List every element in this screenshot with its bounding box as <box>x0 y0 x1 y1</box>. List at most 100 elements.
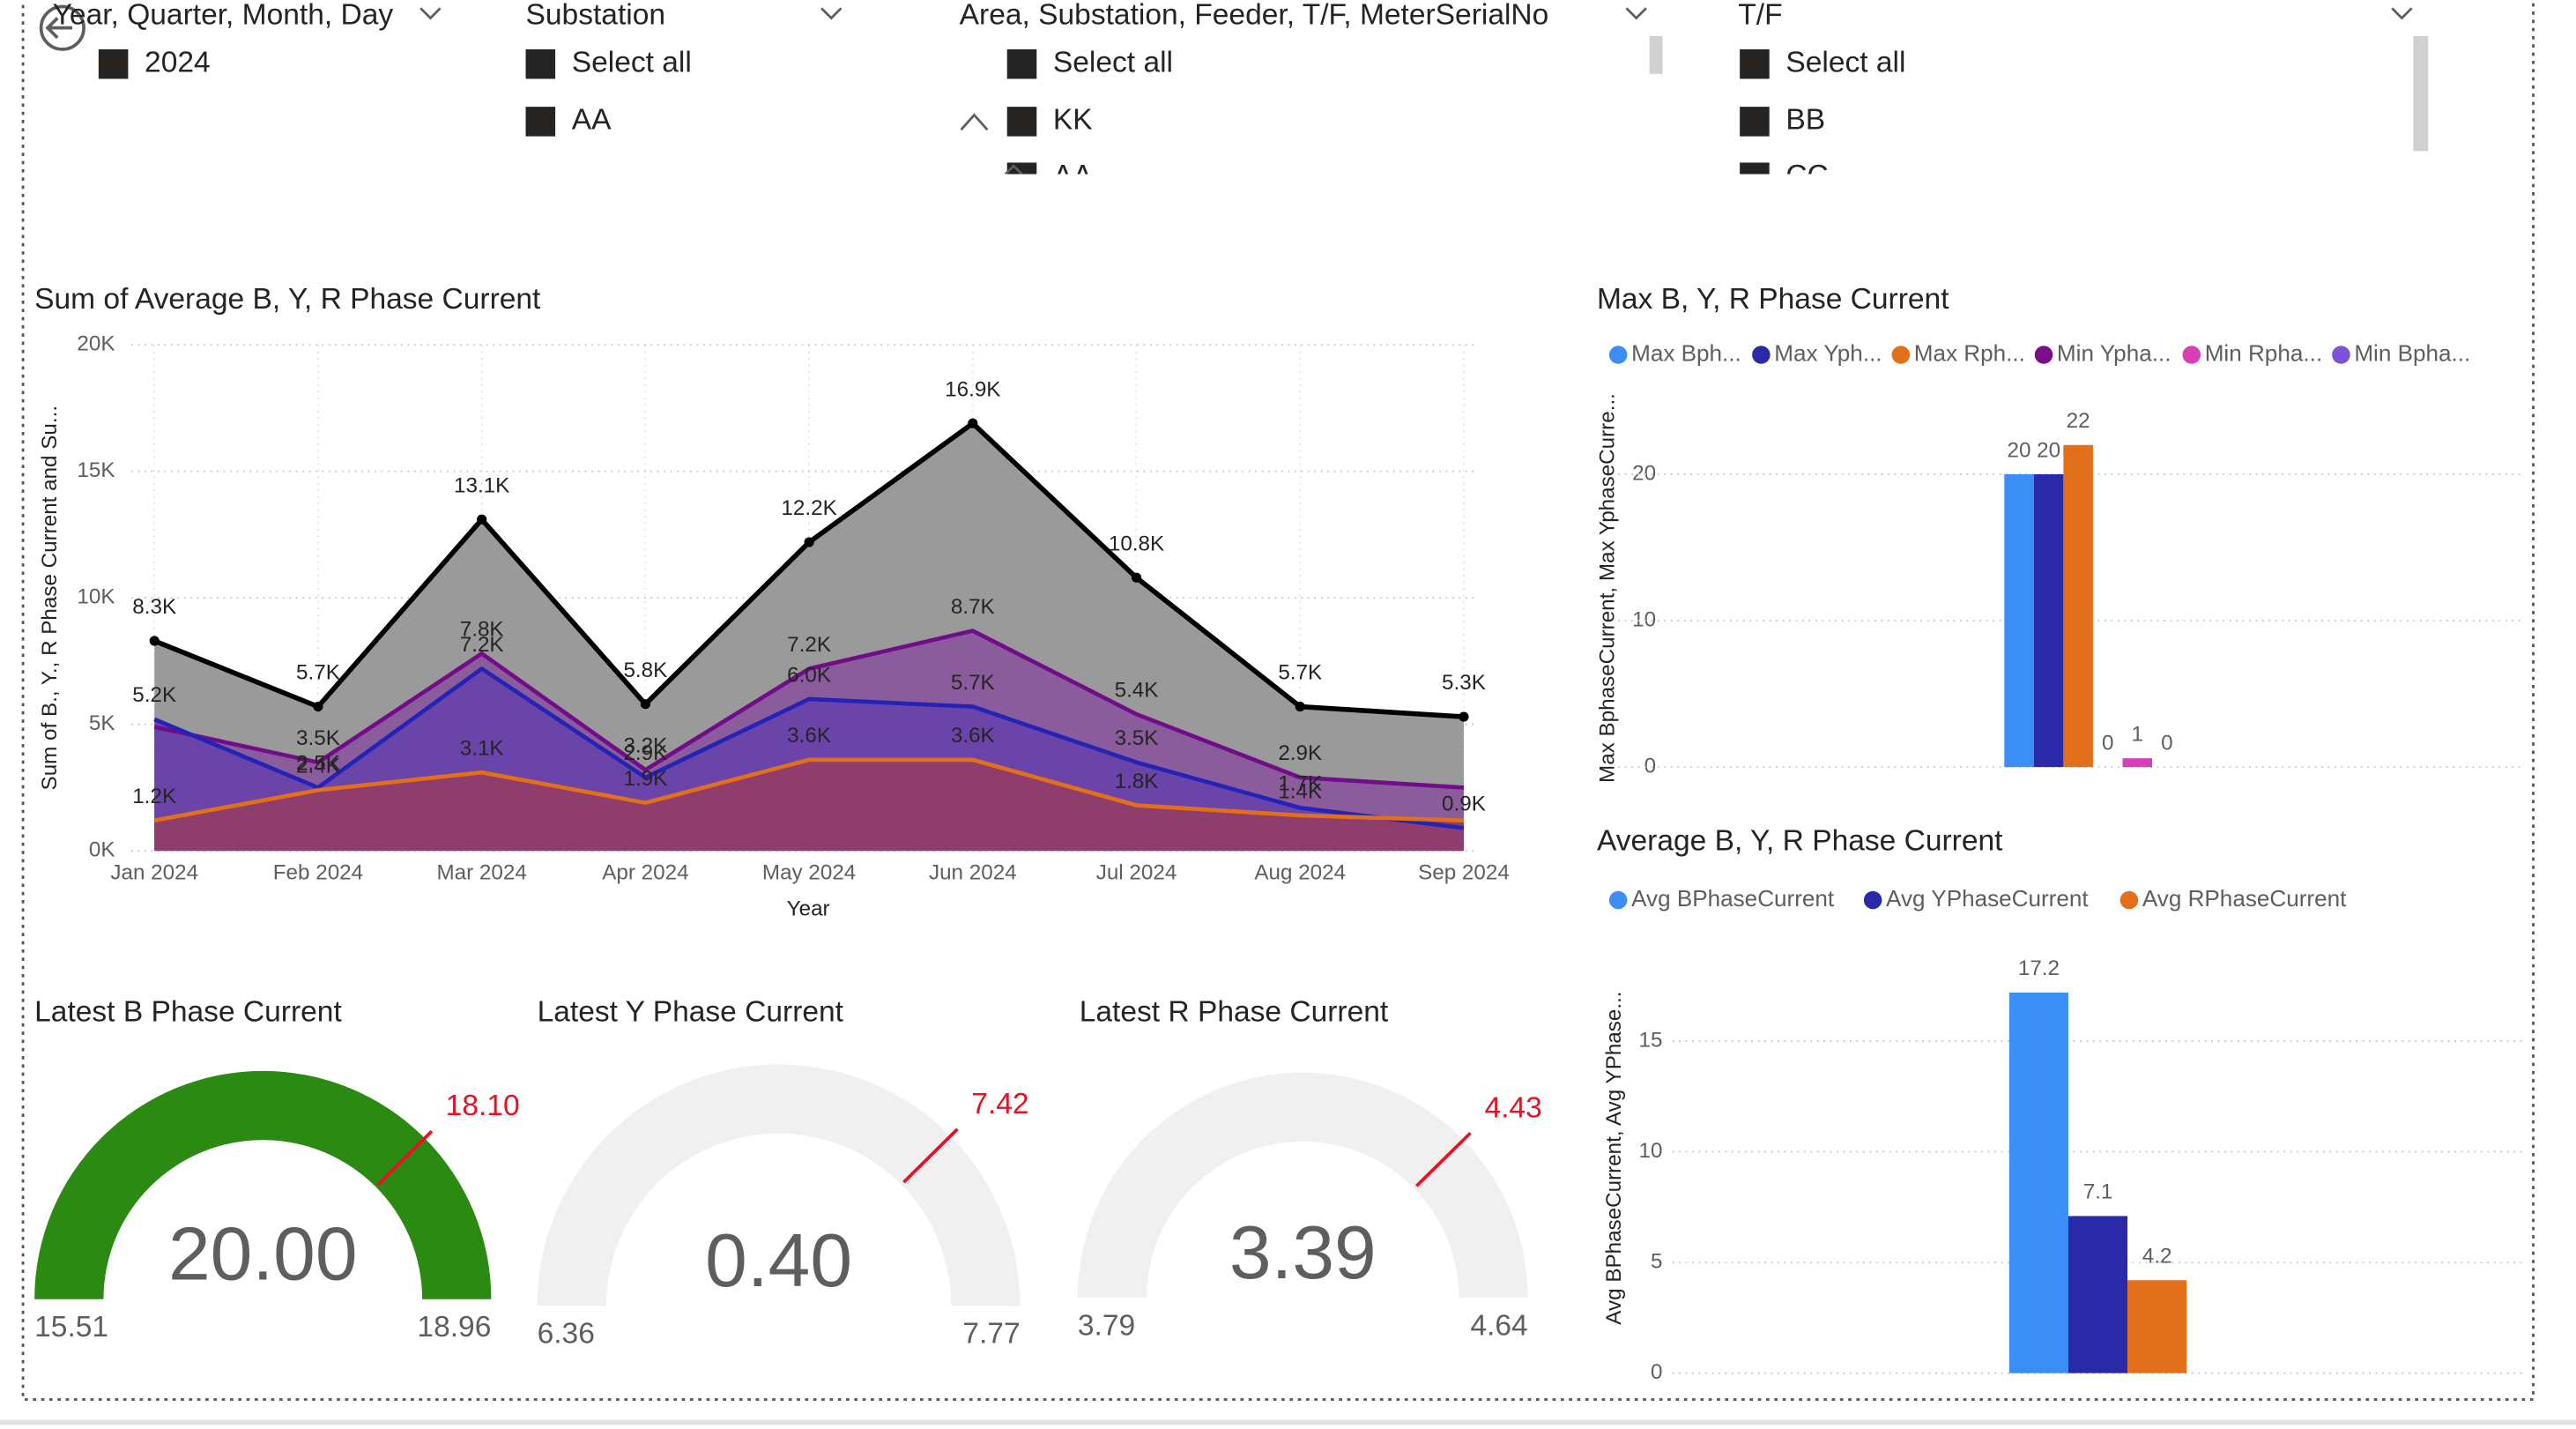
legend-marker <box>2034 346 2053 364</box>
data-label: 1.9K <box>623 767 667 791</box>
data-label: 0 <box>2102 731 2113 755</box>
series-line <box>153 629 1465 790</box>
data-label: 1.7K <box>1278 772 1322 796</box>
expand-chevron[interactable] <box>1004 164 1023 175</box>
slicer-dropdown[interactable] <box>820 7 843 20</box>
checkbox[interactable] <box>1740 107 1770 137</box>
checkbox[interactable] <box>525 48 556 79</box>
data-label: 17.2 <box>2018 956 2060 980</box>
x-tick-label: Apr 2024 <box>602 861 688 885</box>
slicer-item[interactable]: CC <box>1785 160 1828 192</box>
checkbox[interactable] <box>1006 48 1037 79</box>
data-label: 2.9K <box>623 741 667 765</box>
y-tick-label: 20K <box>77 332 115 356</box>
data-label: 7.8K <box>460 618 504 642</box>
data-label: 3.6K <box>951 724 995 748</box>
chart-title: Average B, Y, R Phase Current <box>1597 825 2003 858</box>
slicer-item[interactable]: Select all <box>1053 47 1173 79</box>
data-label: 1 <box>2132 722 2143 746</box>
checkbox[interactable] <box>1006 107 1037 137</box>
y-tick-label: 5 <box>1651 1250 1662 1274</box>
slicer-item[interactable]: AA <box>572 104 612 137</box>
y-tick-label: 10 <box>1632 607 1656 631</box>
gauge-value-arc <box>34 1070 492 1299</box>
legend-label: Avg RPhaseCurrent <box>2142 885 2347 912</box>
data-point <box>1459 711 1469 722</box>
data-label: 8.3K <box>132 595 176 619</box>
slicer-item[interactable]: AA <box>1053 160 1093 192</box>
chart-title: Max B, Y, R Phase Current <box>1597 283 1949 316</box>
checkbox[interactable] <box>1740 48 1770 79</box>
data-label: 3.1K <box>460 737 504 761</box>
slicer-item[interactable]: 2024 <box>145 47 211 79</box>
y-tick-label: 0 <box>1644 755 1656 778</box>
data-label: 3.6K <box>787 724 831 748</box>
gauge-target-label: 7.42 <box>971 1088 1028 1120</box>
scrollbar[interactable] <box>2413 35 2429 152</box>
slicer-item[interactable]: KK <box>1053 104 1093 137</box>
legend-marker <box>1752 346 1771 364</box>
slicer-dropdown[interactable] <box>2391 7 2413 20</box>
bar <box>2067 1216 2128 1373</box>
legend-label: Max Bph... <box>1631 339 1741 366</box>
data-label: 2.4K <box>296 755 340 778</box>
gauge-min: 15.51 <box>34 1311 108 1343</box>
legend-marker <box>2119 890 2139 910</box>
expand-chevron[interactable] <box>960 113 989 131</box>
checkbox[interactable] <box>1740 162 1770 192</box>
data-label: 0.9K <box>1442 793 1486 816</box>
data-label: 10.8K <box>1109 532 1164 555</box>
x-tick-label: Feb 2024 <box>273 861 363 885</box>
x-tick-label: May 2024 <box>762 861 856 885</box>
back-button[interactable] <box>39 4 85 51</box>
data-label: 1.8K <box>1115 770 1159 793</box>
slicer-dropdown[interactable] <box>419 7 442 20</box>
data-label: 6.0K <box>787 663 831 687</box>
gauge-target <box>376 1129 434 1186</box>
gauge-min: 3.79 <box>1078 1309 1135 1342</box>
data-label: 22 <box>2067 409 2090 433</box>
y-tick-label: 10 <box>1639 1139 1663 1163</box>
x-tick-label: Aug 2024 <box>1254 861 1346 885</box>
data-label: 7.2K <box>787 633 831 657</box>
data-label: 2.9K <box>1278 741 1322 765</box>
legend-label: Max Yph... <box>1774 339 1882 366</box>
legend-marker <box>1608 346 1628 364</box>
slicer-item[interactable]: Select all <box>572 47 692 79</box>
checkbox[interactable] <box>525 107 556 137</box>
legend-marker <box>1891 346 1911 364</box>
y-axis-title: Avg BPhaseCurrent, Avg YPhase... <box>1602 991 1626 1324</box>
data-label: 5.7K <box>1278 661 1322 685</box>
slicer-dropdown[interactable] <box>1625 7 1647 20</box>
legend-marker <box>2182 346 2201 364</box>
bar <box>2008 992 2068 1373</box>
y-tick-label: 15K <box>77 458 115 482</box>
slicer-item[interactable]: Select all <box>1785 47 1905 79</box>
gauge-min: 6.36 <box>538 1318 595 1351</box>
slicer-title: T/F <box>1738 0 1782 31</box>
legend-label: Avg BPhaseCurrent <box>1631 885 1835 912</box>
checkbox[interactable] <box>98 48 129 79</box>
data-point <box>313 702 323 712</box>
gauge-max: 18.96 <box>417 1311 491 1343</box>
data-label: 5.3K <box>1442 671 1486 695</box>
gauge-target-label: 4.43 <box>1484 1091 1541 1124</box>
data-label: 0 <box>2161 731 2172 755</box>
bar <box>2122 758 2153 768</box>
y-axis-title: Max BphaseCurrent, Max YphaseCurre... <box>1595 393 1619 783</box>
gauge-track <box>537 1064 1021 1306</box>
slicer-item[interactable]: BB <box>1785 104 1825 137</box>
data-point <box>804 537 814 547</box>
data-label: 7.1 <box>2083 1180 2113 1204</box>
x-axis-title: Year <box>787 897 830 921</box>
legend-marker <box>2332 346 2350 364</box>
series-area <box>154 759 1464 852</box>
scrollbar[interactable] <box>1649 35 1663 74</box>
data-label: 13.1K <box>454 473 509 497</box>
data-label: 3.5K <box>1115 726 1159 750</box>
data-point <box>477 514 487 525</box>
charts: Sum of Average B, Y, R Phase Current Jan … <box>34 283 2522 1384</box>
canvas-frame <box>21 0 2535 1401</box>
